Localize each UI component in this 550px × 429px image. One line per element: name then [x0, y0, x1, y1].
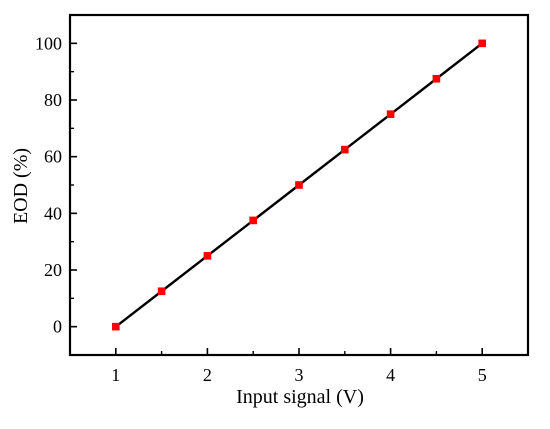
data-point [386, 110, 395, 118]
data-point [295, 181, 303, 189]
x-axis-title: Input signal (V) [236, 386, 364, 408]
y-tick-label: 80 [44, 90, 62, 110]
y-tick-label: 0 [53, 317, 62, 337]
x-tick-label: 5 [478, 365, 487, 385]
y-tick-label: 60 [44, 147, 62, 167]
data-point [112, 322, 120, 331]
x-tick-label: 1 [111, 365, 120, 385]
x-tick-label: 4 [386, 365, 395, 385]
y-tick-label: 40 [44, 203, 62, 223]
x-tick-label: 3 [295, 365, 304, 385]
y-tick-label: 20 [44, 260, 62, 280]
data-point [478, 39, 486, 48]
data-point [157, 287, 166, 296]
data-point [203, 252, 212, 260]
plot-layer: 1 2 3 4 5 0 20 40 60 80 100 [35, 13, 530, 385]
x-tick-label: 2 [203, 365, 212, 385]
y-axis-title: EOD (%) [10, 148, 32, 224]
data-point [341, 145, 349, 154]
data-point [249, 216, 257, 225]
y-tick-label: 100 [35, 33, 62, 53]
data-point [432, 74, 441, 83]
